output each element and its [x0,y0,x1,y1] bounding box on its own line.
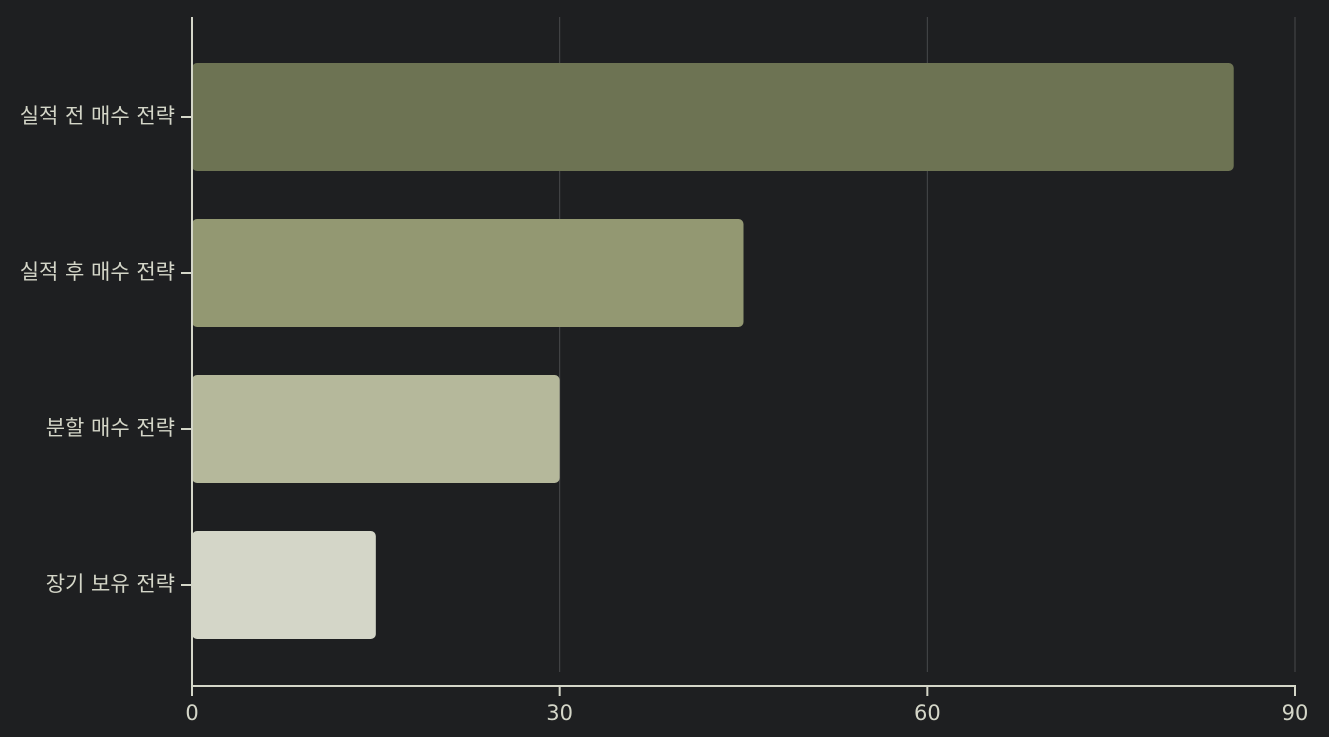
y-tick-label: 장기 보유 전략 [46,572,175,596]
bar [192,219,744,327]
x-tick-label: 60 [914,701,941,725]
x-tick-label: 0 [185,701,198,725]
y-tick-label: 실적 후 매수 전략 [20,260,175,284]
y-tick-label: 실적 전 매수 전략 [20,104,175,128]
x-tick-label: 30 [546,701,573,725]
x-tick-label: 90 [1282,701,1309,725]
bar [192,531,376,639]
bar [192,375,560,483]
bar [192,63,1234,171]
y-tick-label: 분할 매수 전략 [46,416,175,440]
